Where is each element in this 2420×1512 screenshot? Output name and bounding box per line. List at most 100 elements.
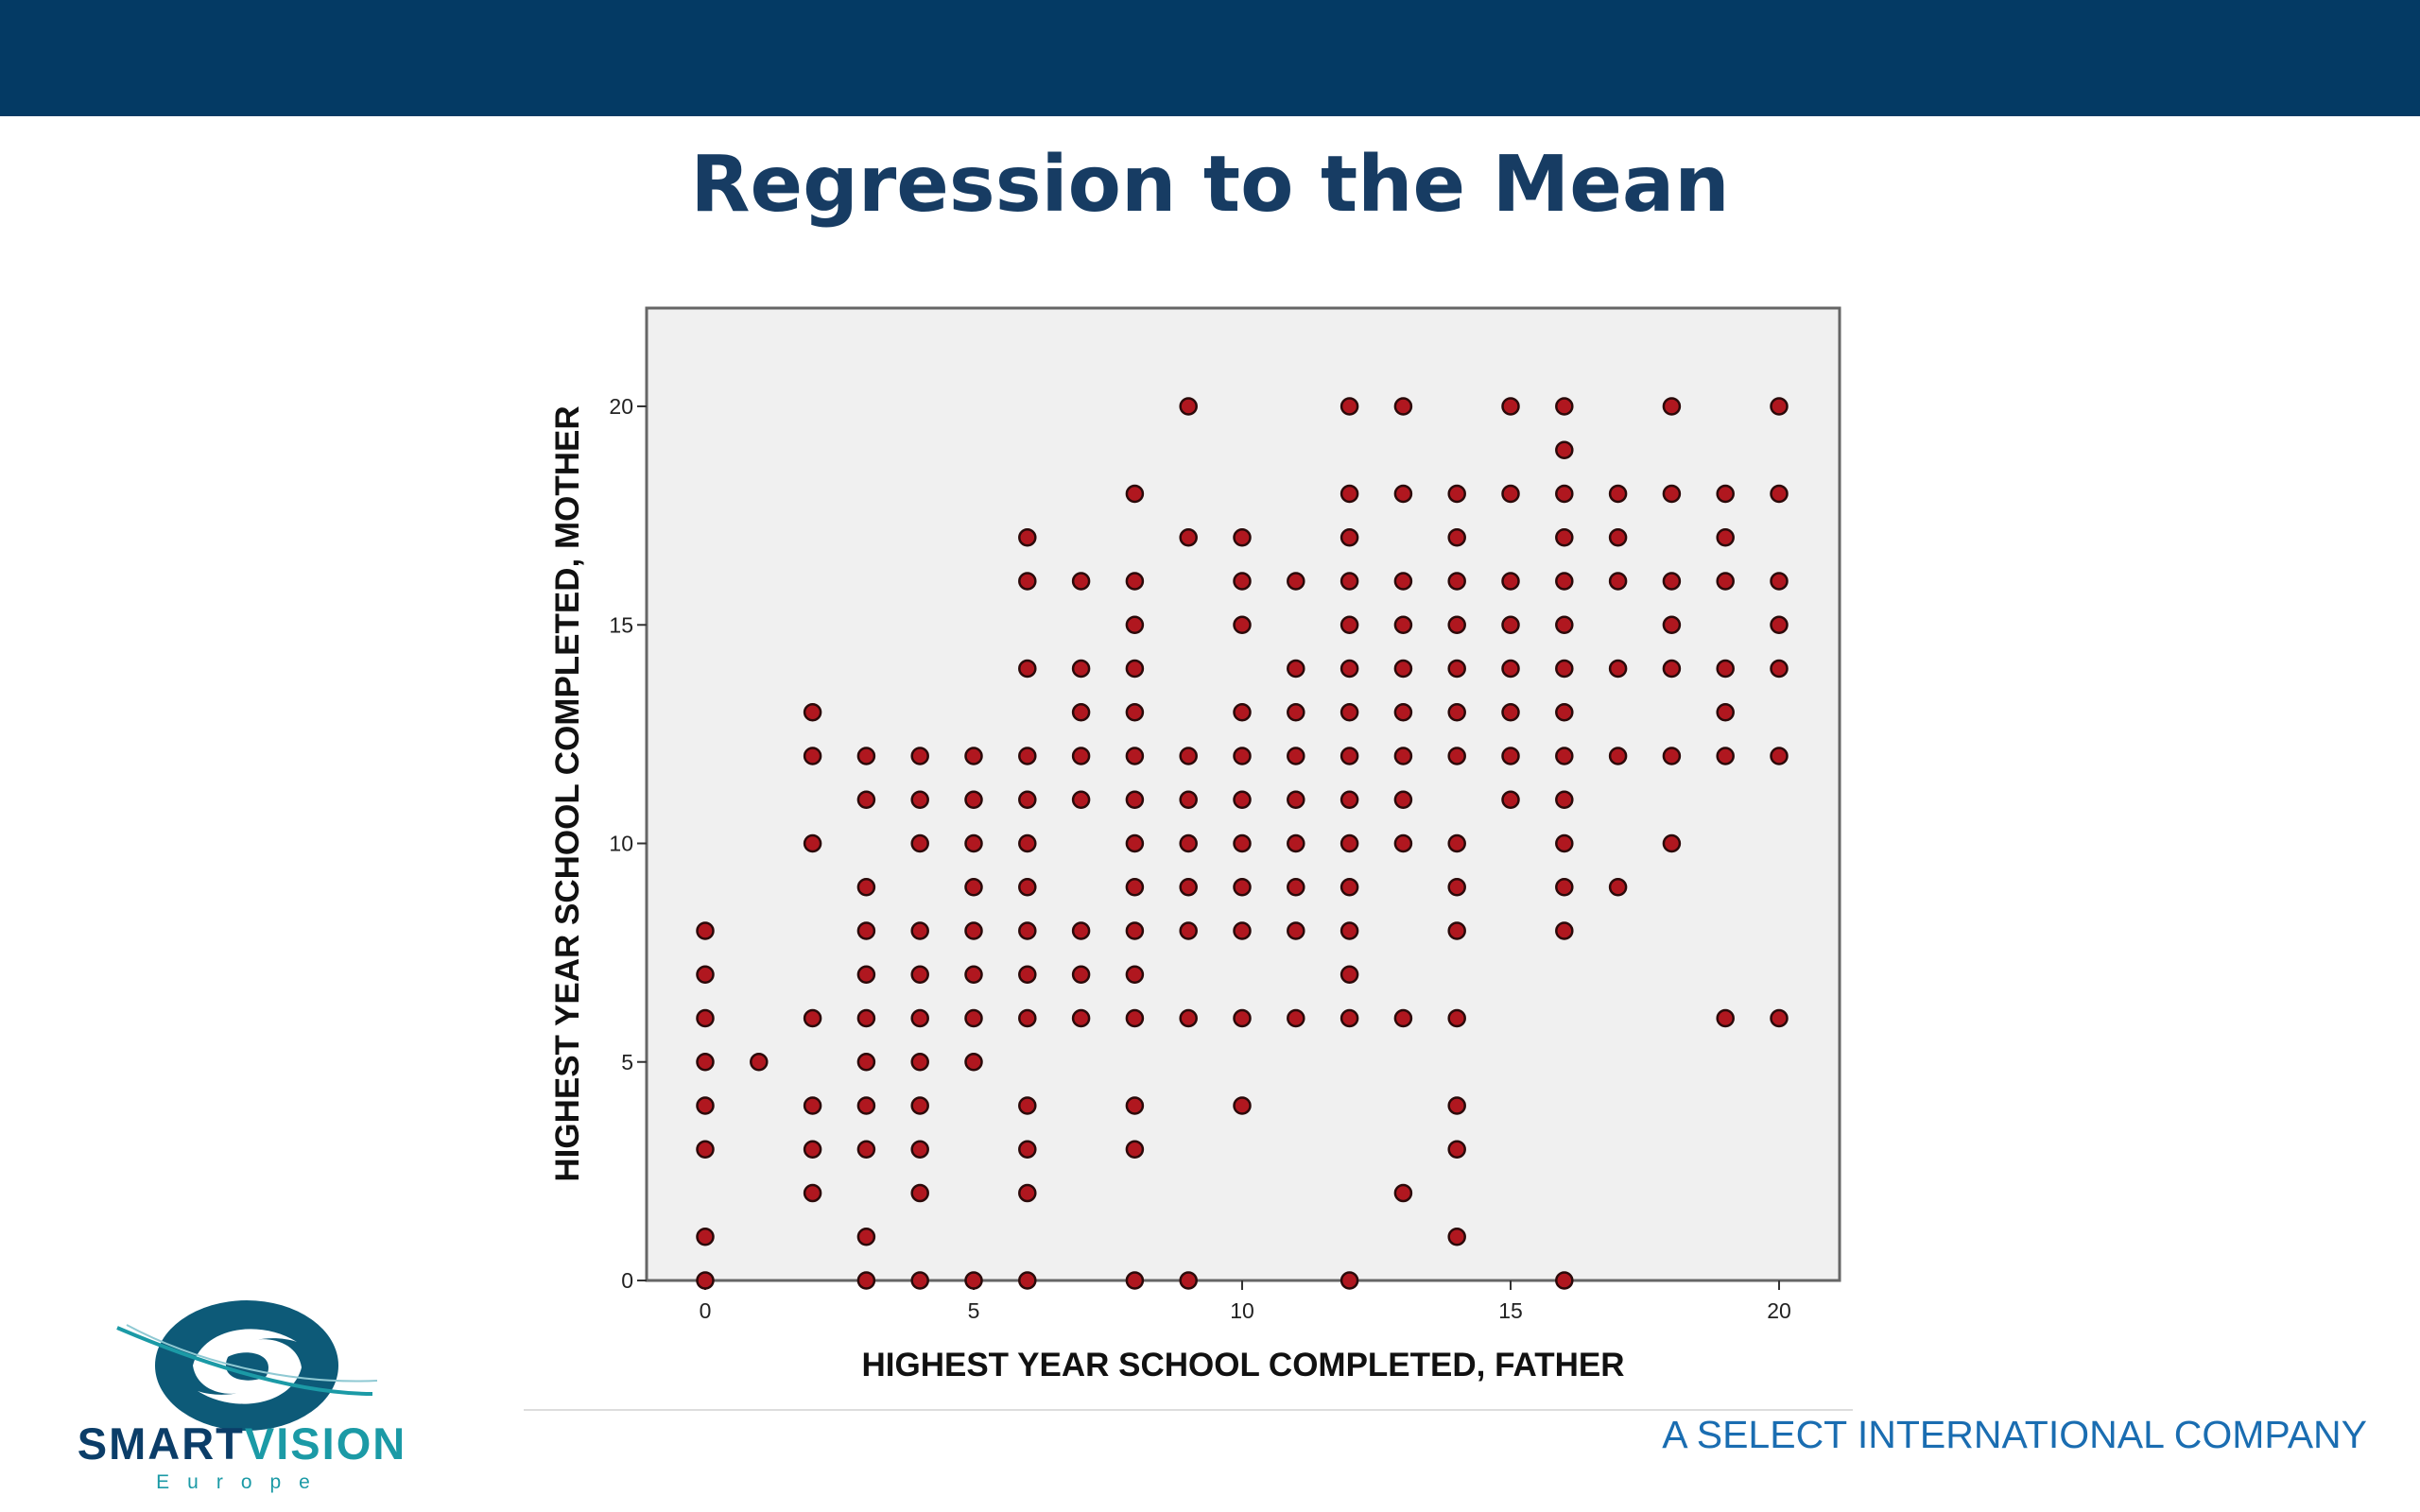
data-point xyxy=(1555,1271,1574,1290)
data-point xyxy=(1125,659,1145,679)
data-point xyxy=(1287,878,1305,897)
data-point xyxy=(1125,1140,1145,1159)
y-tick-label: 15 xyxy=(609,612,633,637)
data-point xyxy=(1770,1008,1789,1028)
data-point xyxy=(1393,703,1413,722)
data-point xyxy=(1447,703,1466,722)
data-point xyxy=(1447,484,1466,504)
data-point xyxy=(856,1140,876,1159)
data-point xyxy=(1447,572,1466,591)
data-point xyxy=(910,1053,929,1072)
data-point xyxy=(696,1228,715,1246)
company-tagline: A SELECT INTERNATIONAL COMPANY xyxy=(1662,1413,2367,1456)
data-point xyxy=(1018,790,1037,809)
data-point xyxy=(1179,1008,1198,1028)
data-point xyxy=(1555,921,1574,940)
data-point xyxy=(1340,833,1359,853)
data-point xyxy=(1233,572,1252,591)
data-point xyxy=(1770,659,1789,679)
data-point xyxy=(1447,1008,1466,1028)
data-point xyxy=(1071,790,1091,809)
y-tick-label: 20 xyxy=(609,394,633,419)
data-point xyxy=(1287,790,1305,809)
data-point xyxy=(1233,615,1252,634)
data-point xyxy=(1555,833,1574,853)
data-point xyxy=(856,878,876,897)
y-tick-label: 5 xyxy=(621,1050,633,1074)
data-point xyxy=(856,1096,876,1115)
data-point xyxy=(1125,747,1145,765)
data-point xyxy=(1018,1140,1037,1159)
data-point xyxy=(1179,878,1198,897)
data-point xyxy=(803,1140,822,1159)
data-point xyxy=(1071,572,1091,591)
data-point xyxy=(1287,833,1305,853)
data-point xyxy=(1018,528,1037,547)
data-point xyxy=(856,1271,876,1290)
data-point xyxy=(1233,921,1252,940)
data-point xyxy=(1716,703,1735,722)
data-point xyxy=(1340,965,1359,984)
data-point xyxy=(803,747,822,765)
data-point xyxy=(1716,572,1735,591)
data-point xyxy=(1662,397,1682,416)
data-point xyxy=(1393,1008,1413,1028)
data-point xyxy=(1340,747,1359,765)
data-point xyxy=(1018,921,1037,940)
data-point xyxy=(910,1096,929,1115)
data-point xyxy=(803,833,822,853)
data-point xyxy=(1125,484,1145,504)
data-point xyxy=(1501,747,1520,765)
y-tick-label: 10 xyxy=(609,832,633,856)
data-point xyxy=(803,1183,822,1203)
y-axis-label: HIGHEST YEAR SCHOOL COMPLETED, MOTHER xyxy=(549,405,586,1181)
x-tick-label: 20 xyxy=(1767,1298,1791,1323)
data-point xyxy=(803,703,822,722)
data-point xyxy=(910,965,929,984)
data-point xyxy=(1770,572,1789,591)
data-point xyxy=(1447,747,1466,765)
data-point xyxy=(964,747,983,765)
data-point xyxy=(1125,921,1145,940)
data-point xyxy=(1393,1183,1413,1203)
data-point xyxy=(1340,921,1359,940)
data-point xyxy=(1233,703,1252,722)
data-point xyxy=(856,965,876,984)
data-point xyxy=(1179,833,1198,853)
data-point xyxy=(1662,659,1682,679)
x-axis-label: HIGHEST YEAR SCHOOL COMPLETED, FATHER xyxy=(861,1347,1624,1383)
data-point xyxy=(1018,965,1037,984)
data-point xyxy=(1233,1008,1252,1028)
data-point xyxy=(696,1271,715,1290)
data-point xyxy=(856,747,876,765)
data-point xyxy=(1716,1008,1735,1028)
x-axis-ticks: 0 5 10 15 20 xyxy=(700,1280,1791,1323)
data-point xyxy=(1179,790,1198,809)
data-point xyxy=(1125,965,1145,984)
data-point xyxy=(1393,615,1413,634)
data-point xyxy=(803,1008,822,1028)
data-point xyxy=(1233,528,1252,547)
data-point xyxy=(1018,572,1037,591)
data-point xyxy=(1340,878,1359,897)
brand-name-smart: SMART xyxy=(77,1418,245,1469)
data-point xyxy=(1340,1271,1359,1290)
plot-area xyxy=(645,306,1841,1282)
data-point xyxy=(1018,1096,1037,1115)
data-point xyxy=(1018,1008,1037,1028)
data-point xyxy=(1447,615,1466,634)
data-point xyxy=(1125,572,1145,591)
data-point xyxy=(1233,747,1252,765)
data-point xyxy=(1287,703,1305,722)
data-point xyxy=(1501,615,1520,634)
data-point xyxy=(1340,790,1359,809)
header-bar xyxy=(0,0,2420,116)
data-point xyxy=(1555,878,1574,897)
data-point xyxy=(1555,484,1574,504)
data-point xyxy=(1287,747,1305,765)
x-tick-label: 0 xyxy=(700,1298,712,1323)
data-point xyxy=(910,1140,929,1159)
data-point xyxy=(1716,659,1735,679)
data-point xyxy=(750,1053,769,1072)
